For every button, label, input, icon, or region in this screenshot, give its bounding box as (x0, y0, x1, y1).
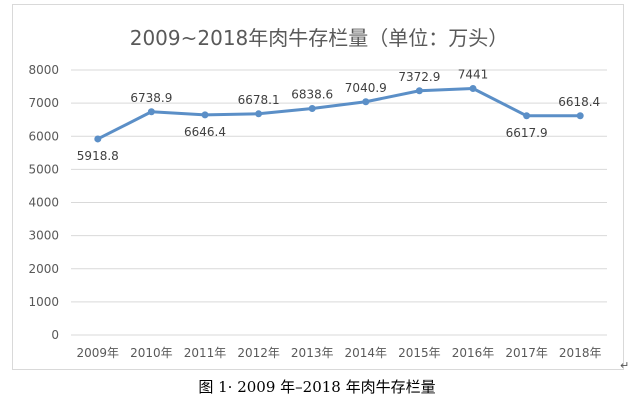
data-point (362, 98, 370, 106)
data-point (576, 112, 584, 120)
x-tick-label: 2018年 (559, 346, 602, 360)
series-line-layer (97, 87, 581, 141)
x-tick-label: 2013年 (291, 346, 334, 360)
x-tick-label: 2012年 (237, 346, 280, 360)
paragraph-mark: ↵ (620, 359, 630, 372)
y-axis-ticks: 0 1000 2000 3000 4000 5000 6000 7000 8000 (28, 63, 59, 342)
data-point (201, 111, 209, 119)
x-tick-label: 2014年 (345, 346, 388, 360)
markers-layer (94, 85, 584, 143)
x-tick-label: 2016年 (452, 346, 495, 360)
data-label: 6738.9 (130, 91, 172, 105)
figure-caption: 图 1· 2009 年–2018 年肉牛存栏量 (198, 378, 436, 396)
data-label: 5918.8 (77, 149, 119, 163)
x-tick-label: 2017年 (505, 346, 548, 360)
x-axis-ticks: 2009年 2010年 2011年 2012年 2013年 2014年 2015年 2016年… (77, 346, 602, 360)
y-tick-label: 1000 (28, 295, 59, 309)
y-tick-label: 3000 (28, 229, 59, 243)
data-point (415, 87, 423, 95)
y-tick-label: 8000 (28, 63, 59, 77)
data-point (255, 110, 263, 118)
data-label: 7441 (458, 68, 489, 82)
x-tick-label: 2009年 (77, 346, 120, 360)
x-tick-label: 2010年 (130, 346, 173, 360)
y-tick-label: 0 (51, 328, 59, 342)
y-tick-label: 6000 (28, 129, 59, 143)
data-label: 6617.9 (506, 126, 548, 140)
chart-frame: 2009~2018年肉牛存栏量（单位：万头） 0 1000 2000 3000 4000… (12, 4, 624, 370)
data-label: 6678.1 (238, 93, 280, 107)
y-tick-label: 7000 (28, 96, 59, 110)
y-tick-label: 5000 (28, 162, 59, 176)
gridlines (71, 69, 607, 336)
data-point (469, 85, 477, 93)
data-point (94, 135, 102, 143)
series-line (97, 87, 581, 141)
chart-title: 2009~2018年肉牛存栏量（单位：万头） (130, 26, 509, 50)
data-labels-layer: 5918.8 6738.9 6646.4 6678.1 6838.6 7040.9 7372… (77, 68, 600, 163)
data-label: 7040.9 (345, 81, 387, 95)
data-label: 6838.6 (291, 87, 333, 101)
data-point (308, 104, 316, 112)
y-tick-label: 4000 (28, 196, 59, 210)
data-point (523, 112, 531, 120)
data-label: 7372.9 (398, 70, 440, 84)
y-tick-label: 2000 (28, 262, 59, 276)
x-tick-label: 2015年 (398, 346, 441, 360)
data-point (147, 108, 155, 116)
data-label: 6646.4 (184, 125, 226, 139)
line-chart: 2009~2018年肉牛存栏量（单位：万头） 0 1000 2000 3000 4000… (28, 26, 607, 360)
x-tick-label: 2011年 (184, 346, 227, 360)
data-label: 6618.4 (558, 95, 600, 109)
